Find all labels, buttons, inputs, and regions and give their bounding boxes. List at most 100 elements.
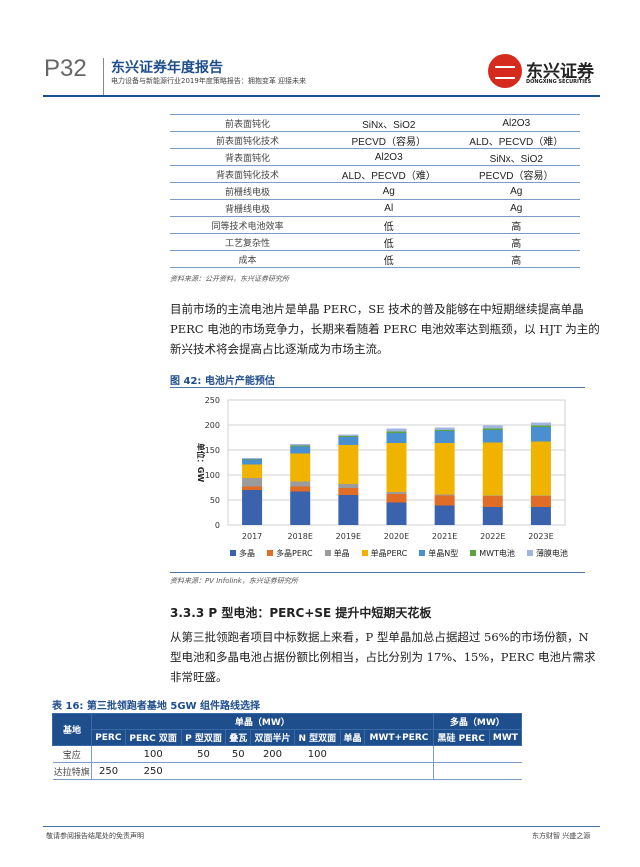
bar-segment (530, 495, 551, 496)
bar-segment (242, 478, 263, 487)
section-title: 3.3.3 P 型电池：PERC+SE 提升中短期天花板 (170, 606, 432, 620)
cell: 100 (125, 745, 182, 763)
bar-segment (434, 443, 455, 495)
row-label: 背栅线电极 (170, 199, 325, 217)
bar-segment (530, 425, 551, 427)
paragraph: 目前市场的主流电池片是单晶 PERC，SE 技术的普及能够在中短期继续提高单晶 … (170, 302, 600, 356)
bar-segment (434, 427, 455, 430)
bar-segment (434, 494, 455, 496)
table-row: 背表面钝化 Al2O3 SiNx、SiO2 (170, 148, 580, 166)
bar-segment (482, 430, 503, 443)
bar-segment (530, 507, 551, 525)
bar-segment (386, 443, 407, 492)
bar-segment (530, 427, 551, 442)
cell: Al (325, 199, 453, 217)
bar-segment (386, 502, 407, 525)
col-base: 基地 (51, 713, 93, 746)
legend-label: 多晶PERC (276, 549, 313, 558)
table-row: 前表面钝化技术 PECVD（容易） ALD、PECVD（难） (170, 131, 580, 149)
paragraph: 从第三批领跑者项目中标数据上来看，P 型单晶加总占据超过 56%的市场份额，N … (170, 630, 596, 684)
table-row: 同等技术电池效率低高 (170, 216, 580, 234)
cell: 100 (294, 745, 341, 763)
bar-segment (338, 495, 359, 525)
cell: 低 (325, 233, 453, 251)
table-source: 资料来源：公开资料，东兴证券研究所 (170, 275, 289, 283)
legend-item: 单晶N型 (419, 548, 458, 559)
row-label: 达拉特旗 (52, 762, 93, 780)
group-poly: 多晶（MW） (432, 713, 523, 730)
cell: 低 (325, 216, 453, 234)
legend-label: 单晶 (333, 549, 350, 558)
group-mono: 单晶（MW） (91, 713, 434, 730)
bar-segment (242, 458, 263, 459)
legend-item: 薄膜电池 (526, 548, 568, 559)
bar-segment (290, 453, 311, 482)
bar-segment (386, 428, 407, 432)
cell: Ag (325, 182, 453, 200)
row-label: 前表面钝化技术 (170, 131, 325, 149)
y-tick-label: 150 (205, 446, 220, 455)
bar-segment (290, 481, 311, 487)
y-tick-label: 200 (205, 421, 220, 430)
y-tick-label: 250 (205, 396, 220, 405)
table-row: 前栅线电极 Ag Ag (170, 182, 580, 200)
cell (225, 762, 251, 780)
row-label: 前表面钝化 (170, 114, 325, 132)
cell: 高 (452, 250, 580, 268)
x-tick-label: 2019E (336, 532, 361, 541)
legend-label: MWT电池 (479, 549, 515, 558)
logo-subtext: DONGXING SECURITIES (526, 79, 592, 85)
row-label: 成本 (170, 250, 325, 268)
legend-item: 单晶PERC (361, 548, 408, 559)
bar-segment (338, 437, 359, 445)
bar-segment (242, 486, 263, 490)
cell (340, 745, 365, 763)
bar-segment (386, 492, 407, 494)
legend-label: 单晶N型 (428, 549, 459, 558)
x-tick-label: 2022E (480, 532, 505, 541)
bar-segment (242, 459, 263, 460)
bar-segment (242, 490, 263, 525)
footer-slogan: 东方财智 兴盛之源 (532, 832, 591, 840)
company-logo: 东兴证券 DONGXING SECURITIES (488, 54, 608, 94)
row-label: 背表面钝化 (170, 148, 325, 166)
row-label: 宝应 (52, 745, 93, 763)
cell: Ag (452, 199, 580, 217)
table-row: 宝应 100 50 50 200 100 (52, 745, 522, 763)
bar-segment (290, 446, 311, 454)
bar-segment (290, 486, 311, 492)
column-header: N 型双面 (293, 729, 341, 746)
header-divider (103, 58, 104, 96)
cell: Al2O3 (452, 114, 580, 132)
row-label: 前栅线电极 (170, 182, 325, 200)
column-header: P 型双面 (180, 729, 227, 746)
legend-swatch (361, 550, 368, 556)
row-label: 工艺复杂性 (170, 233, 325, 251)
row-label: 背表面钝化技术 (170, 165, 325, 183)
cell (340, 762, 365, 780)
cell: 50 (181, 745, 226, 763)
bar-segment (338, 434, 359, 436)
figure-rule (170, 572, 585, 573)
bar-segment (482, 507, 503, 525)
cell (91, 745, 126, 763)
cell: SiNx、SiO2 (452, 148, 580, 166)
legend-label: 单晶PERC (370, 549, 408, 558)
bar-segment (530, 441, 551, 496)
cell: ALD、PECVD（难） (325, 165, 453, 183)
bar-segment (482, 442, 503, 496)
comparison-table: 前表面钝化 SiNx、SiO2 Al2O3 前表面钝化技术 PECVD（容易） ALD、P… (170, 114, 580, 268)
column-header: PERC (91, 729, 126, 746)
cell (181, 762, 226, 780)
table-row: 背栅线电极 Al Ag (170, 199, 580, 217)
logo-icon (488, 54, 522, 88)
legend-label: 薄膜电池 (535, 549, 568, 558)
x-tick-label: 2017 (242, 532, 262, 541)
table-row: 工艺复杂性低高 (170, 233, 580, 251)
cell: PECVD（容易） (452, 165, 580, 183)
column-header: PERC 双面 (124, 729, 182, 746)
cell: ALD、PECVD（难） (452, 131, 580, 149)
x-tick-label: 2023E (528, 532, 553, 541)
chart-legend: 多晶 多晶PERC 单晶 单晶PERC 单晶N型 MWT电池 薄膜电池 (230, 548, 568, 559)
bar-segment (482, 428, 503, 430)
